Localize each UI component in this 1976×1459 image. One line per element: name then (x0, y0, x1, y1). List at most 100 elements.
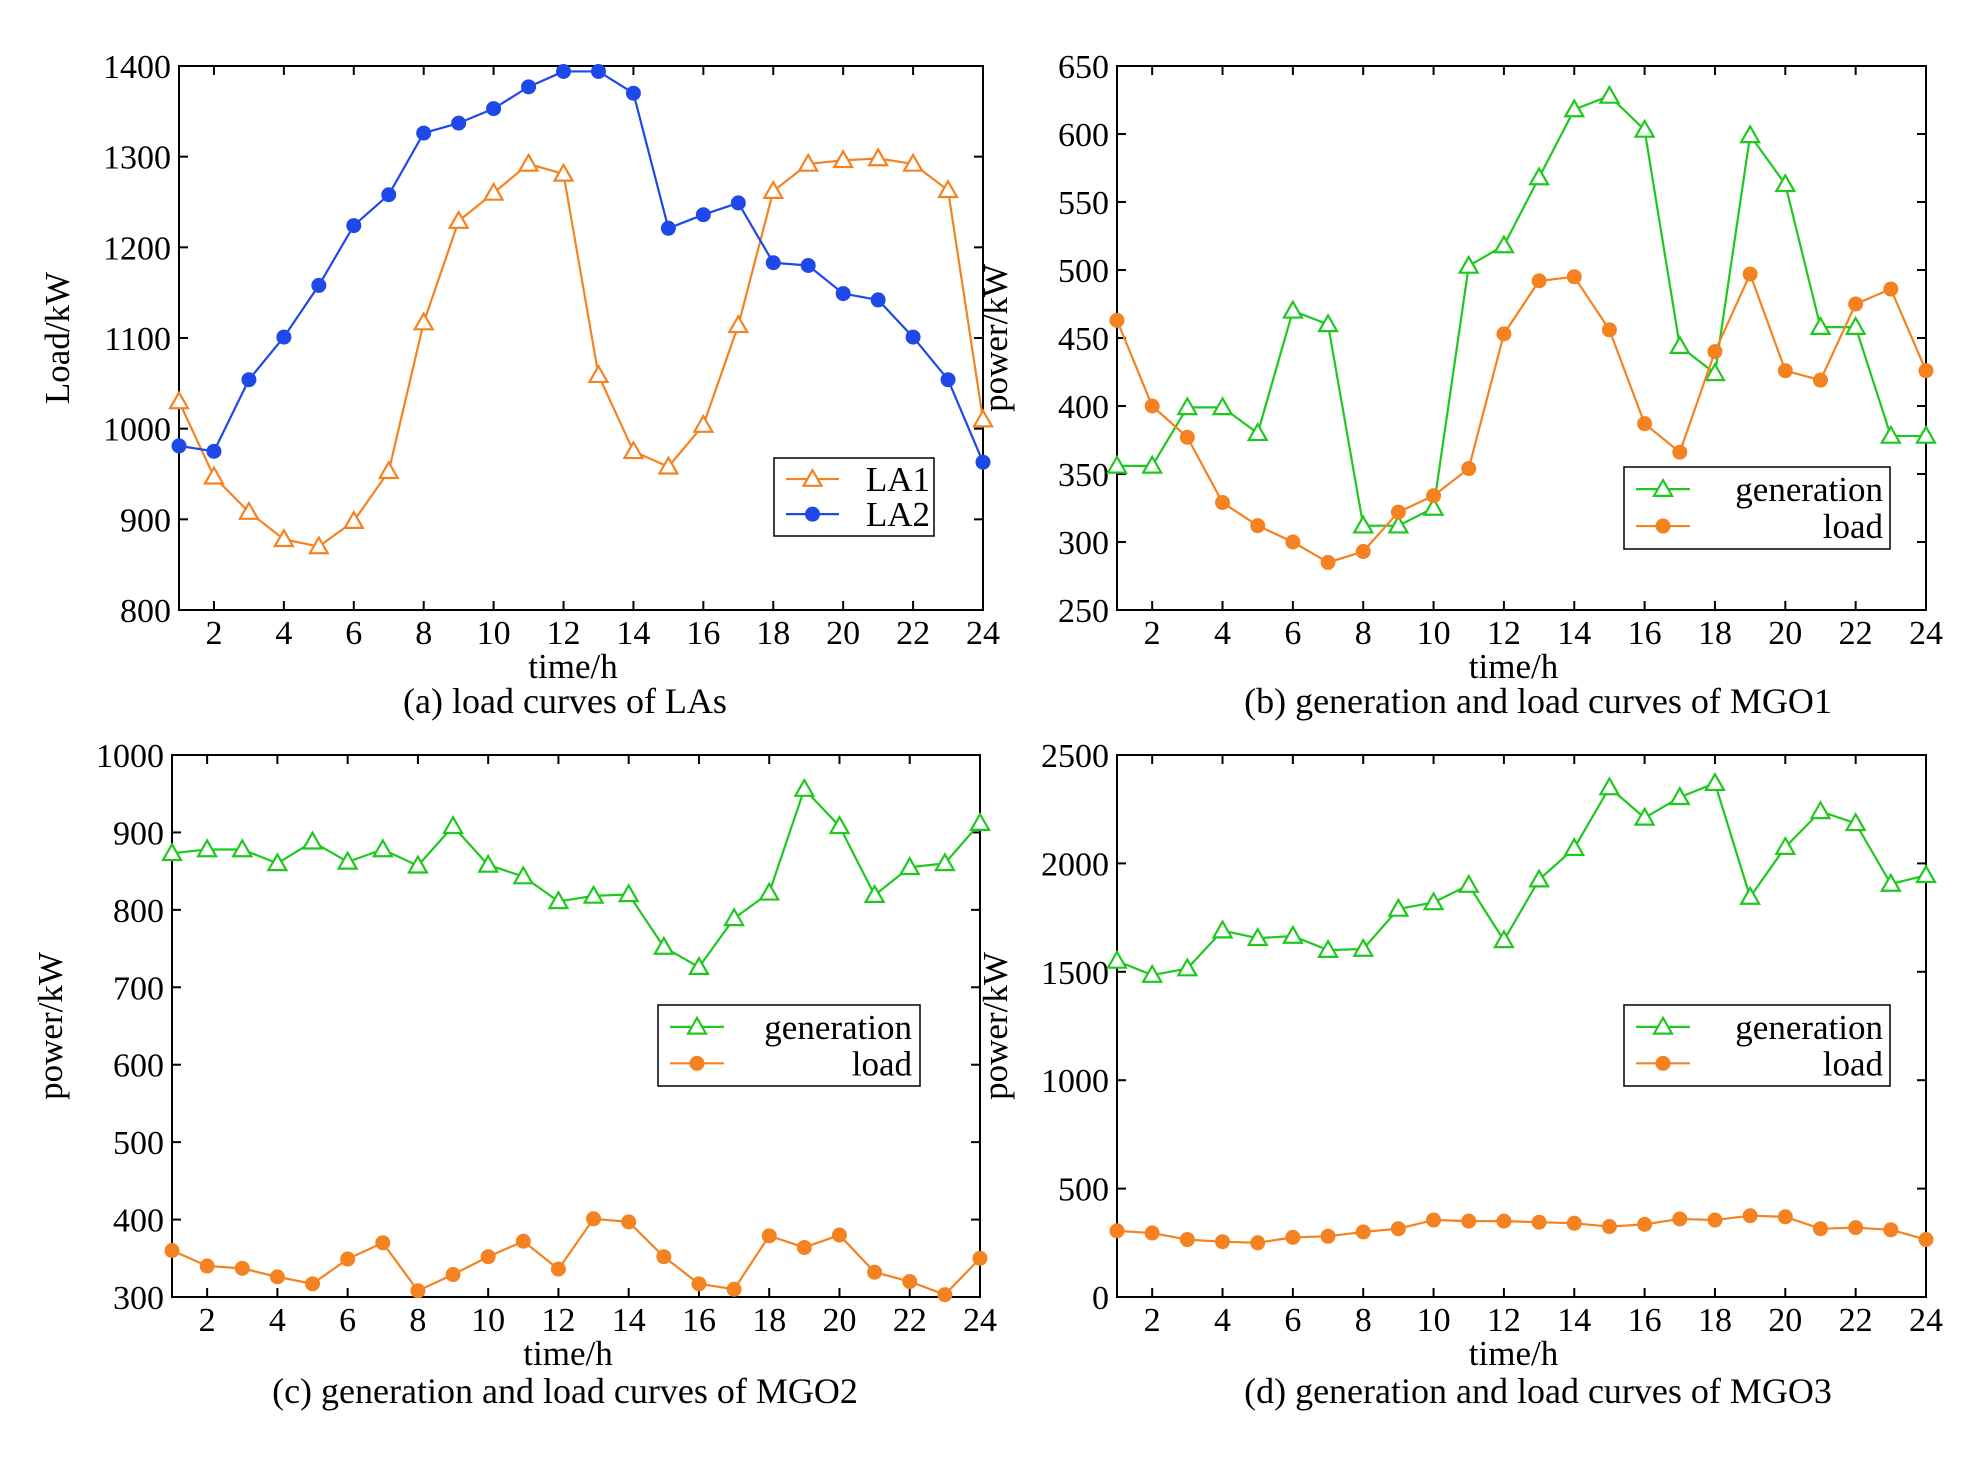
data-point (1352, 937, 1375, 957)
data-point (587, 363, 610, 384)
data-point (1879, 872, 1902, 892)
x-tick-label: 14 (1557, 615, 1591, 652)
data-point (1246, 926, 1269, 947)
series-LA2 (171, 63, 991, 470)
series-line-load (1116, 1214, 1927, 1244)
data-point (695, 207, 711, 223)
data-point (1493, 929, 1515, 949)
data-point (371, 838, 394, 858)
data-point (1352, 514, 1375, 534)
data-point (442, 815, 464, 835)
x-tick-label: 18 (1698, 1302, 1732, 1339)
y-tick-label: 300 (1058, 525, 1109, 562)
data-point (340, 1251, 356, 1267)
legend-marker (689, 1055, 705, 1071)
x-tick-label: 2 (1144, 1302, 1161, 1339)
x-tick-label: 6 (1284, 1302, 1301, 1339)
series-generation (1106, 771, 1937, 983)
chart-caption: (d) generation and load curves of MGO3 (1244, 1371, 1832, 1411)
data-point (761, 1228, 777, 1244)
data-point (1320, 554, 1336, 570)
data-point (1883, 1222, 1899, 1238)
legend-label: generation (1735, 1008, 1883, 1047)
y-tick-label: 450 (1058, 321, 1109, 358)
x-tick-label: 12 (1487, 1302, 1521, 1339)
data-point (1812, 1221, 1828, 1237)
y-axis-label: Load/kW (38, 272, 77, 404)
data-point (1777, 1209, 1793, 1225)
y-tick-label: 1300 (103, 140, 171, 177)
chart-panel-4: 2 4 6 8 10 12 14 16 18 20 22 2405001000150020002500… (976, 738, 1943, 1411)
x-tick-label: 22 (893, 1302, 927, 1339)
data-point (480, 1249, 496, 1265)
chart-caption: (b) generation and load curves of MGO1 (1244, 681, 1832, 721)
x-tick-label: 10 (1417, 1302, 1451, 1339)
y-tick-label: 500 (1058, 1172, 1109, 1209)
data-point (1598, 776, 1621, 796)
data-point (203, 465, 225, 485)
data-point (307, 535, 330, 555)
series-line-load (171, 1217, 981, 1296)
x-tick-label: 6 (339, 1302, 356, 1339)
x-tick-label: 10 (471, 1302, 505, 1339)
data-point (1528, 868, 1550, 888)
data-point (902, 152, 924, 172)
y-tick-label: 350 (1058, 457, 1109, 494)
data-point (238, 500, 260, 520)
data-point (1285, 1229, 1301, 1245)
data-point (617, 883, 640, 903)
data-point (940, 372, 956, 388)
series-line-generation (1116, 782, 1927, 977)
data-point (1637, 416, 1653, 432)
data-point (730, 195, 746, 211)
data-point (1637, 1216, 1653, 1232)
y-tick-label: 2500 (1041, 738, 1109, 775)
data-point (451, 115, 467, 131)
data-point (657, 455, 680, 475)
x-tick-label: 12 (547, 615, 581, 652)
y-tick-label: 2000 (1041, 846, 1109, 883)
data-point (410, 1283, 426, 1299)
data-point (831, 1227, 847, 1243)
data-point (1426, 1212, 1442, 1228)
data-point (1144, 1225, 1160, 1241)
data-point (972, 1250, 988, 1266)
x-tick-label: 12 (1487, 615, 1521, 652)
data-point (1355, 1224, 1371, 1240)
data-point (582, 884, 605, 904)
legend-box (657, 1004, 921, 1087)
data-point (482, 181, 505, 201)
y-tick-label: 1500 (1041, 955, 1109, 992)
data-point (1250, 518, 1266, 534)
y-tick-label: 800 (113, 893, 164, 930)
x-tick-label: 22 (896, 615, 930, 652)
data-point (1563, 837, 1586, 857)
data-point (1774, 173, 1797, 193)
y-tick-label: 900 (113, 815, 164, 852)
x-tick-label: 8 (409, 1302, 426, 1339)
data-point (1317, 938, 1339, 958)
data-point (477, 853, 500, 873)
x-tick-label: 8 (1355, 1302, 1372, 1339)
data-point (867, 1264, 883, 1280)
x-tick-label: 20 (826, 615, 860, 652)
y-tick-label: 1400 (103, 49, 171, 86)
series-load (1109, 1208, 1934, 1251)
data-point (723, 907, 745, 927)
data-point (656, 1249, 672, 1265)
data-point (975, 454, 991, 470)
y-tick-label: 550 (1058, 185, 1109, 222)
data-point (762, 179, 785, 199)
x-tick-label: 18 (1698, 615, 1732, 652)
data-point (171, 438, 187, 454)
x-tick-label: 6 (1284, 615, 1301, 652)
x-tick-label: 16 (1628, 615, 1662, 652)
data-point (796, 1239, 812, 1255)
data-point (377, 460, 400, 480)
data-point (1211, 396, 1234, 416)
data-point (1281, 299, 1304, 319)
y-tick-label: 1100 (104, 321, 171, 358)
data-point (1883, 281, 1899, 297)
data-point (552, 162, 575, 182)
